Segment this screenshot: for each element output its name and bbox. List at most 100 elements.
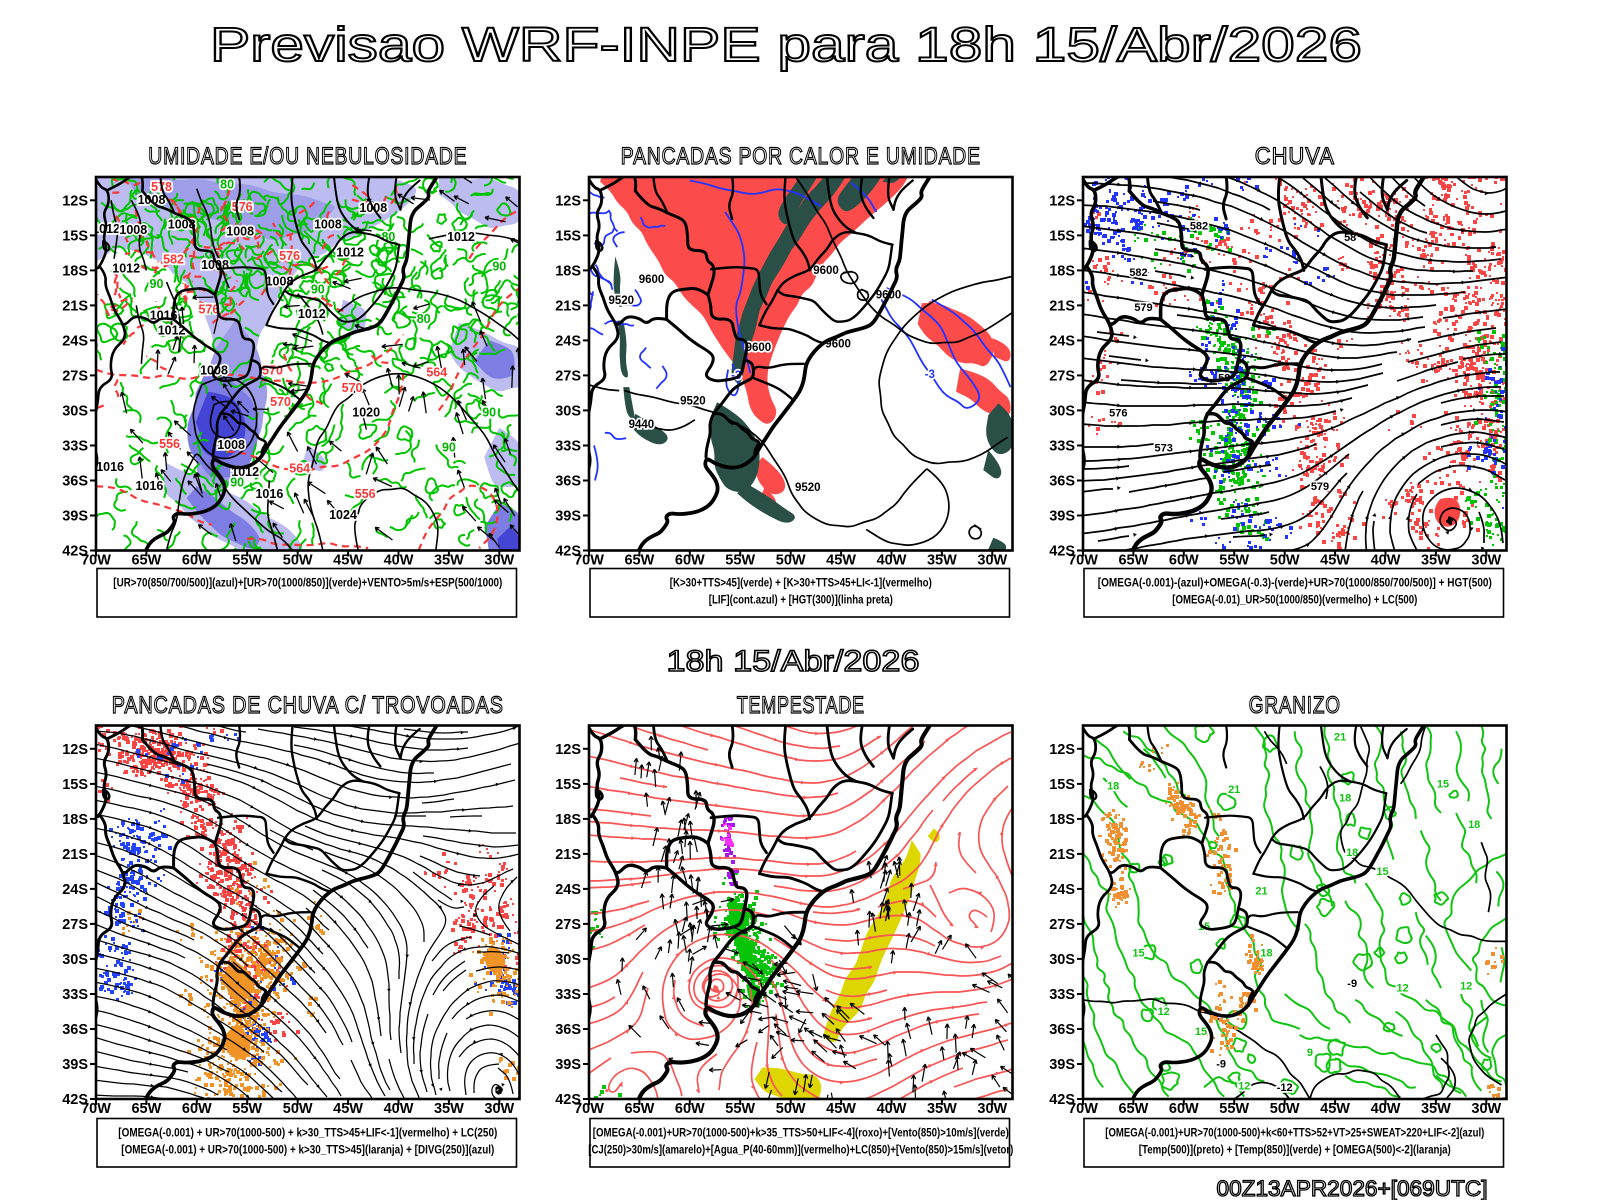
svg-text:35W: 35W <box>1421 553 1451 569</box>
svg-text:30S: 30S <box>555 952 581 968</box>
svg-text:1016: 1016 <box>135 479 163 493</box>
svg-text:15: 15 <box>1437 778 1449 790</box>
svg-text:-3: -3 <box>925 369 935 381</box>
svg-text:1008: 1008 <box>314 217 342 231</box>
svg-text:21S: 21S <box>555 847 581 863</box>
svg-text:80: 80 <box>381 230 395 244</box>
svg-text:55W: 55W <box>232 1101 262 1117</box>
svg-text:1024: 1024 <box>329 508 357 522</box>
svg-text:582: 582 <box>163 252 184 266</box>
svg-text:65W: 65W <box>1118 1101 1148 1117</box>
svg-text:30W: 30W <box>1471 553 1501 569</box>
svg-text:15: 15 <box>1195 1026 1207 1038</box>
svg-text:80: 80 <box>220 178 234 192</box>
svg-text:-9: -9 <box>1347 978 1357 990</box>
svg-text:15S: 15S <box>555 228 581 244</box>
svg-text:60W: 60W <box>182 553 212 569</box>
svg-text:60W: 60W <box>675 553 705 569</box>
svg-text:60W: 60W <box>1169 1101 1199 1117</box>
svg-text:21: 21 <box>1228 784 1240 796</box>
svg-text:18: 18 <box>1346 847 1358 859</box>
svg-text:12S: 12S <box>1049 193 1075 209</box>
svg-text:40W: 40W <box>384 553 414 569</box>
svg-text:15: 15 <box>1195 1026 1207 1038</box>
svg-text:1008: 1008 <box>226 224 254 238</box>
svg-text:1008: 1008 <box>119 223 147 237</box>
svg-text:90: 90 <box>482 405 496 419</box>
svg-text:42S: 42S <box>1049 1092 1075 1108</box>
svg-text:27S: 27S <box>555 368 581 384</box>
svg-text:21: 21 <box>1334 732 1346 744</box>
svg-text:00Z13APR2026+[069UTC]: 00Z13APR2026+[069UTC] <box>1217 1176 1488 1200</box>
svg-text:15: 15 <box>1132 948 1144 960</box>
svg-text:556: 556 <box>159 437 180 451</box>
svg-text:24S: 24S <box>555 882 581 898</box>
svg-text:579: 579 <box>1311 481 1329 493</box>
svg-text:15S: 15S <box>555 777 581 793</box>
svg-text:-12: -12 <box>1277 1082 1293 1094</box>
svg-text:15: 15 <box>1376 866 1388 878</box>
svg-text:582: 582 <box>1190 221 1208 233</box>
svg-text:39S: 39S <box>1049 1057 1075 1073</box>
svg-text:40W: 40W <box>877 1101 907 1117</box>
svg-text:1008: 1008 <box>119 223 147 237</box>
svg-text:60W: 60W <box>675 1101 705 1117</box>
svg-text:1012: 1012 <box>447 230 475 244</box>
svg-text:1008: 1008 <box>314 217 342 231</box>
svg-text:18: 18 <box>1260 948 1272 960</box>
svg-text:21S: 21S <box>62 847 88 863</box>
svg-text:9520: 9520 <box>609 295 635 307</box>
svg-text:12: 12 <box>1158 1006 1170 1018</box>
svg-text:1012: 1012 <box>298 307 326 321</box>
svg-text:65W: 65W <box>624 1101 654 1117</box>
svg-text:1012: 1012 <box>336 245 364 259</box>
svg-text:9600: 9600 <box>639 274 665 286</box>
svg-text:15S: 15S <box>62 777 88 793</box>
svg-text:[K>30+TTS>45](verde) + [K>30+T: [K>30+TTS>45](verde) + [K>30+TTS>45+LI<-… <box>670 576 932 590</box>
svg-text:579: 579 <box>1134 302 1152 314</box>
svg-text:[Temp(500)](preto) + [Temp(850: [Temp(500)](preto) + [Temp(850)](verde) … <box>1139 1143 1451 1157</box>
svg-text:[OMEGA(-0.01)_UR>50(1000/850)(: [OMEGA(-0.01)_UR>50(1000/850)(vermelho) … <box>1172 593 1417 607</box>
svg-text:21: 21 <box>1228 784 1240 796</box>
svg-text:576: 576 <box>1109 407 1127 419</box>
svg-text:30S: 30S <box>1049 952 1075 968</box>
svg-text:36S: 36S <box>555 474 581 490</box>
svg-text:30W: 30W <box>1471 1101 1501 1117</box>
svg-text:39S: 39S <box>555 509 581 525</box>
svg-text:70W: 70W <box>81 553 111 569</box>
svg-text:39S: 39S <box>555 1057 581 1073</box>
svg-text:1012: 1012 <box>112 262 140 276</box>
svg-text:-9: -9 <box>1347 978 1357 990</box>
svg-text:60W: 60W <box>1169 553 1199 569</box>
svg-text:42S: 42S <box>555 544 581 560</box>
svg-text:18: 18 <box>1107 781 1119 793</box>
svg-text:42S: 42S <box>62 544 88 560</box>
svg-text:9520: 9520 <box>609 295 635 307</box>
svg-text:55W: 55W <box>725 1101 755 1117</box>
svg-text:24S: 24S <box>62 333 88 349</box>
svg-text:15S: 15S <box>1049 228 1075 244</box>
svg-text:12S: 12S <box>555 742 581 758</box>
svg-text:1008: 1008 <box>226 224 254 238</box>
svg-text:570: 570 <box>262 363 283 377</box>
svg-text:579: 579 <box>1134 302 1152 314</box>
svg-text:564: 564 <box>426 366 447 380</box>
svg-text:18: 18 <box>1468 819 1480 831</box>
svg-text:90: 90 <box>442 440 456 454</box>
svg-text:15: 15 <box>1376 866 1388 878</box>
svg-text:27S: 27S <box>1049 368 1075 384</box>
svg-text:65W: 65W <box>131 1101 161 1117</box>
svg-text:[OMEGA(-0.001) + UR>70(1000-50: [OMEGA(-0.001) + UR>70(1000-500) + k>30_… <box>118 1126 497 1140</box>
svg-text:1008: 1008 <box>217 438 245 452</box>
svg-text:30W: 30W <box>977 1101 1007 1117</box>
svg-text:570: 570 <box>342 381 363 395</box>
svg-text:24S: 24S <box>1049 333 1075 349</box>
svg-text:39S: 39S <box>1049 509 1075 525</box>
svg-text:18S: 18S <box>62 812 88 828</box>
svg-text:45W: 45W <box>333 553 363 569</box>
svg-text:39S: 39S <box>62 509 88 525</box>
svg-text:12S: 12S <box>62 193 88 209</box>
svg-text:36S: 36S <box>555 1022 581 1038</box>
svg-text:21: 21 <box>1255 886 1267 898</box>
svg-text:18: 18 <box>1260 948 1272 960</box>
